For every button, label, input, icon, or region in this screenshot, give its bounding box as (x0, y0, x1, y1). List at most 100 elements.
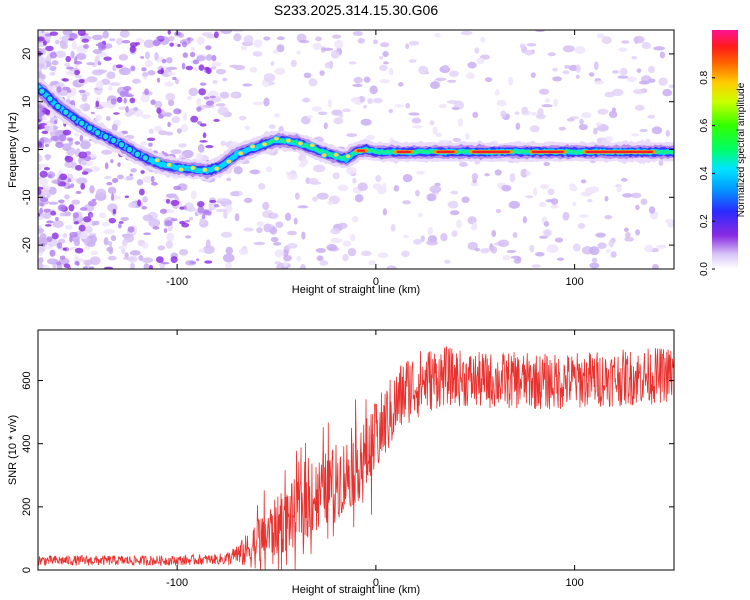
speckle-mark (188, 87, 199, 97)
speckle-mark (476, 57, 485, 65)
ridge-bead (273, 135, 280, 142)
speckle-mark (49, 65, 57, 71)
speckle-mark-strong (143, 232, 152, 235)
speckle-mark (308, 78, 318, 87)
speckle-mark (253, 39, 263, 48)
spectrogram-ytick-label: 0 (21, 146, 33, 152)
speckle-mark (107, 85, 113, 91)
speckle-mark (408, 59, 417, 63)
snr-xtick-label: -100 (166, 577, 188, 589)
speckle-mark-strong (113, 112, 120, 115)
speckle-mark (189, 217, 194, 221)
speckle-mark (170, 149, 182, 155)
speckle-mark-strong (174, 31, 182, 37)
speckle-mark (387, 266, 393, 269)
speckle-mark (70, 87, 77, 97)
speckle-mark (398, 82, 404, 87)
speckle-mark (605, 249, 611, 253)
speckle-mark (165, 193, 178, 199)
speckle-mark (174, 78, 180, 85)
speckle-mark (588, 72, 595, 77)
speckle-mark (382, 208, 388, 216)
speckle-mark (352, 31, 363, 37)
speckle-mark (205, 239, 211, 249)
ridge-bead (46, 95, 54, 103)
speckle-mark-strong (49, 249, 56, 257)
speckle-mark-strong (38, 213, 41, 217)
speckle-mark (120, 216, 130, 222)
speckle-mark-strong (148, 264, 154, 269)
speckle-mark-strong (88, 200, 97, 207)
speckle-mark (166, 66, 178, 71)
speckle-mark (196, 55, 206, 62)
speckle-mark (158, 130, 168, 136)
speckle-mark (539, 88, 550, 95)
speckle-mark (575, 64, 581, 73)
ridge-bead (62, 108, 70, 117)
speckle-mark-strong (66, 66, 74, 70)
speckle-mark (93, 220, 100, 226)
speckle-mark-strong (46, 220, 54, 224)
speckle-mark (379, 56, 384, 60)
spectrogram-xtick-label: 0 (373, 276, 379, 288)
speckle-mark-strong (203, 96, 210, 100)
speckle-mark (181, 149, 194, 159)
speckle-mark (38, 67, 43, 72)
speckle-mark (239, 115, 247, 121)
speckle-mark-strong (62, 129, 72, 136)
speckle-mark (452, 137, 462, 142)
speckle-mark (402, 200, 411, 205)
speckle-mark (223, 210, 228, 219)
speckle-mark (54, 39, 60, 45)
colorbar-tick-label: 0.8 (699, 70, 710, 84)
ridge-bead (69, 114, 78, 122)
speckle-mark (512, 232, 518, 238)
speckle-mark (45, 154, 50, 161)
speckle-mark (357, 182, 368, 192)
speckle-mark (80, 140, 91, 150)
speckle-mark (616, 185, 622, 193)
speckle-mark (447, 200, 459, 209)
speckle-mark (256, 227, 263, 234)
speckle-mark (165, 92, 176, 102)
speckle-mark (38, 56, 46, 64)
speckle-mark (118, 53, 129, 61)
speckle-mark (51, 60, 59, 66)
speckle-mark (62, 232, 68, 239)
speckle-mark (79, 104, 86, 109)
speckle-mark-strong (38, 119, 41, 123)
speckle-mark-strong (73, 221, 80, 225)
speckle-mark (480, 248, 490, 254)
speckle-mark (274, 113, 280, 118)
colorbar: 0.0 0.2 0.4 0.6 0.8 Normalized spectral ampl… (699, 30, 747, 276)
speckle-mark-strong (49, 51, 57, 59)
speckle-mark (81, 161, 87, 165)
speckle-mark (101, 101, 109, 108)
speckle-mark (490, 246, 498, 254)
speckle-mark-strong (141, 205, 147, 210)
speckle-mark (230, 191, 240, 197)
speckle-mark-strong (173, 185, 182, 191)
speckle-mark (86, 76, 98, 83)
speckle-mark (107, 203, 118, 213)
speckle-mark-strong (179, 206, 185, 210)
speckle-mark-strong (62, 86, 71, 91)
speckle-mark (116, 37, 124, 45)
speckle-mark (76, 177, 88, 185)
speckle-mark (569, 185, 578, 192)
speckle-mark (388, 67, 394, 76)
speckle-mark (296, 256, 301, 262)
speckle-mark (196, 152, 203, 161)
speckle-mark (530, 72, 536, 78)
speckle-mark-strong (70, 183, 75, 189)
speckle-mark (208, 201, 217, 211)
speckle-mark (405, 43, 410, 50)
speckle-mark-strong (190, 115, 199, 123)
speckle-mark (39, 177, 49, 187)
speckle-mark-strong (155, 256, 164, 263)
speckle-mark (556, 257, 565, 261)
speckle-mark-strong (124, 94, 134, 98)
speckle-mark (38, 261, 43, 268)
speckle-mark (118, 67, 131, 76)
speckle-mark (64, 194, 70, 200)
